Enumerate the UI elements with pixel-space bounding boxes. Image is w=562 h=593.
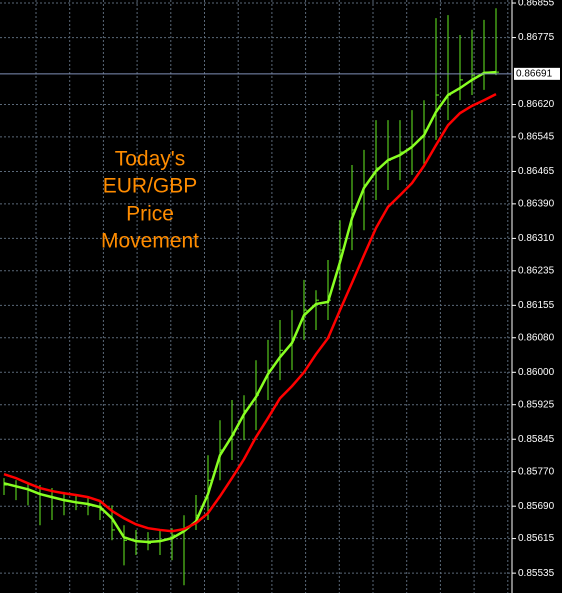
y-tick-label: 0.86155 (518, 300, 555, 311)
y-tick-label: 0.86080 (518, 332, 555, 343)
annotation: Price (126, 203, 174, 226)
y-tick-label: 0.86235 (518, 265, 555, 276)
y-tick-label: 0.86545 (518, 132, 555, 143)
y-tick-label: 0.86620 (518, 99, 555, 110)
y-tick-label: 0.85845 (518, 434, 555, 445)
annotation: Movement (101, 230, 199, 253)
y-tick-label: 0.85770 (518, 466, 555, 477)
y-tick-label: 0.86465 (518, 166, 555, 177)
grid (0, 0, 512, 593)
y-tick-label: 0.85690 (518, 501, 555, 512)
y-tick-label: 0.86390 (518, 198, 555, 209)
y-tick-label: 0.86775 (518, 32, 555, 43)
annotation: Today's (115, 148, 186, 171)
price-label: 0.86691 (516, 68, 553, 79)
y-tick-label: 0.85925 (518, 399, 555, 410)
annotation: EUR/GBP (103, 175, 198, 198)
y-tick-label: 0.86000 (518, 367, 555, 378)
plot (3, 8, 499, 586)
y-tick-label: 0.86855 (518, 0, 555, 9)
y-tick-label: 0.85615 (518, 533, 555, 544)
moving-average-line (3, 70, 497, 544)
y-tick-label: 0.86310 (518, 233, 555, 244)
price-label-box (514, 67, 560, 80)
moving-average-line (3, 93, 497, 533)
y-tick-label: 0.85535 (518, 568, 555, 579)
